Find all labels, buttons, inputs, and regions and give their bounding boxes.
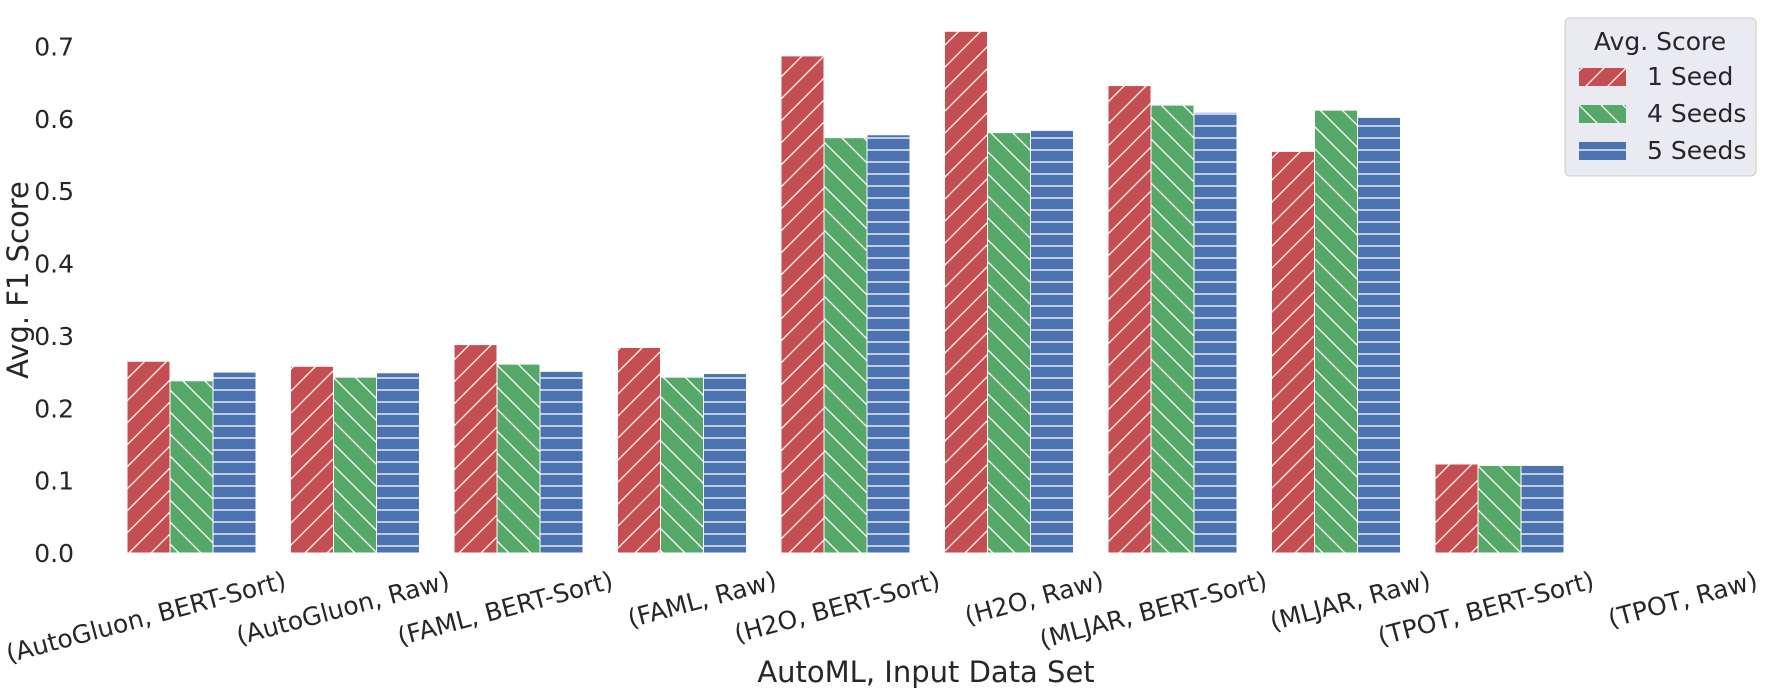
legend-entry: 5 Seeds: [1579, 136, 1746, 165]
bar: [1477, 464, 1522, 554]
bar: [823, 137, 868, 554]
bar: [1193, 111, 1238, 554]
bar: [496, 363, 541, 554]
legend-entry: 1 Seed: [1579, 62, 1733, 91]
x-tick-label: (AutoGluon, BERT-Sort): [3, 566, 289, 669]
bar: [1520, 464, 1565, 554]
y-tick-label: 0.6: [34, 105, 74, 134]
bar: [617, 346, 661, 554]
y-tick-label: 0.5: [34, 177, 74, 206]
x-tick-label: (TPOT, Raw): [1605, 566, 1761, 634]
y-tick-label: 0.4: [34, 250, 74, 279]
bar: [1434, 463, 1479, 554]
legend-label: 4 Seeds: [1647, 99, 1746, 128]
bar: [944, 30, 988, 554]
bar: [660, 376, 704, 554]
y-tick-label: 0.2: [34, 394, 74, 423]
bar: [1271, 150, 1315, 554]
bar: [126, 360, 171, 554]
y-tick-label: 0.1: [34, 467, 74, 496]
bars-layer: [126, 30, 1565, 554]
x-axis-label: AutoML, Input Data Set: [757, 655, 1094, 689]
y-tick-label: 0.0: [34, 539, 74, 568]
y-axis-label: Avg. F1 Score: [1, 181, 35, 379]
legend-frame: [1564, 17, 1757, 177]
bar: [1150, 104, 1195, 554]
y-tick-label: 0.3: [34, 322, 74, 351]
x-axis-ticks: (AutoGluon, BERT-Sort)(AutoGluon, Raw)(F…: [3, 566, 1761, 669]
legend-title: Avg. Score: [1594, 27, 1726, 56]
legend: Avg. Score 1 Seed 4 Seeds 5 Seeds: [1564, 17, 1757, 177]
bar: [703, 373, 747, 554]
bar: [1107, 85, 1152, 554]
bar: [1357, 116, 1401, 554]
bar: [987, 132, 1031, 554]
bar: [333, 376, 377, 554]
bar: [290, 365, 334, 554]
bar: [212, 371, 257, 554]
y-tick-label: 0.7: [34, 32, 74, 61]
bar: [866, 134, 911, 554]
bar: [539, 370, 584, 554]
bar: [1030, 129, 1074, 554]
legend-label: 1 Seed: [1647, 62, 1733, 91]
y-axis-ticks: 0.0 0.1 0.2 0.3 0.4 0.5 0.6 0.7: [34, 32, 74, 568]
legend-entry: 4 Seeds: [1579, 99, 1746, 128]
bar: [1314, 109, 1358, 554]
bar: [376, 372, 420, 554]
bar: [453, 344, 498, 554]
legend-items: 1 Seed 4 Seeds 5 Seeds: [1579, 62, 1746, 165]
bar: [780, 55, 825, 554]
legend-label: 5 Seeds: [1647, 136, 1746, 165]
bar: [169, 380, 214, 554]
